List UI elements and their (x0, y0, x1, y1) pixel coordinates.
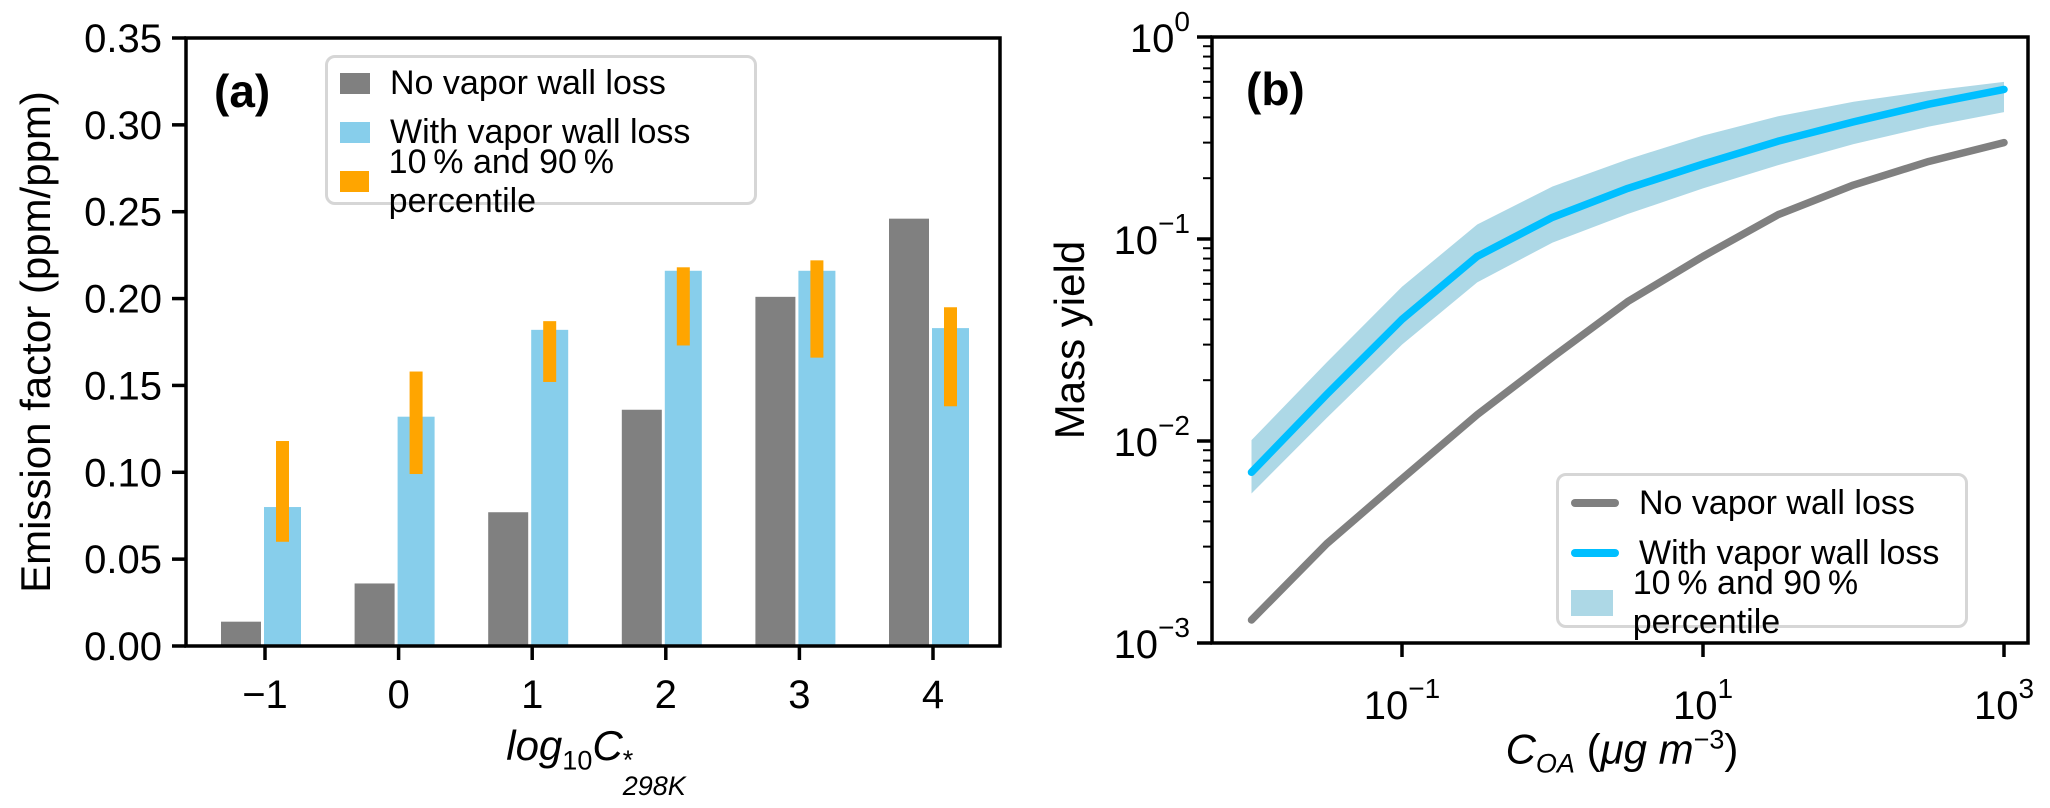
x-axis-tick-label: 103 (1974, 673, 2034, 728)
bar-with-vapor-wall-loss (531, 329, 569, 646)
xlabel-b-unit: μg m (1600, 725, 1694, 773)
y-axis-tick-label: 0.20 (84, 278, 162, 322)
legend-item-percentile: 10 % and 90 % percentile (1559, 564, 1965, 641)
bar-no-vapor-wall-loss (488, 512, 529, 646)
x-axis-tick-label: 0 (387, 673, 409, 717)
panel-a-y-axis-label: Emission factor (ppm/ppm) (12, 91, 59, 593)
gray-line-swatch (1571, 499, 1619, 507)
xlabel-b-close: ) (1724, 725, 1739, 773)
xlabel-a-variable: C (592, 721, 623, 769)
y-axis-tick-label: 10−2 (1114, 410, 1190, 465)
y-axis-tick-label: 0.05 (84, 538, 162, 582)
panel-b-plot-box (1210, 35, 2030, 645)
xlabel-b-variable: C (1505, 725, 1536, 773)
panel-b-x-axis-label: COA (μg m−3) (1506, 724, 1739, 779)
percentile-error-bar (409, 371, 423, 475)
legend-item-label: With vapor wall loss (1639, 533, 1940, 572)
legend-item-label: With vapor wall loss (390, 113, 691, 151)
bar-no-vapor-wall-loss (354, 583, 395, 646)
legend-item-percentile: 10 % and 90 % percentile (328, 143, 754, 220)
lightblue-band-swatch (1571, 590, 1613, 616)
percentile-error-bar (276, 441, 289, 542)
y-axis-tick-label: 10−1 (1114, 208, 1190, 263)
x-axis-tick-label: 2 (655, 673, 677, 717)
xlabel-a-sub: 298K (622, 770, 686, 801)
legend-item-label: 10 % and 90 % percentile (388, 142, 615, 220)
panel-a-x-axis-label: log10C * 298K (506, 721, 686, 799)
panel-b-tag: (b) (1246, 63, 1305, 115)
legend-panel-a: No vapor wall loss With vapor wall loss … (325, 55, 757, 220)
x-axis-tick-label: 4 (922, 673, 944, 717)
x-axis-tick-label: 3 (788, 673, 810, 717)
legend-panel-b: No vapor wall loss With vapor wall loss … (1556, 473, 1968, 641)
y-axis-tick-label: 10−3 (1114, 612, 1190, 667)
percentile-error-bar (810, 260, 824, 358)
y-axis-tick-label: 0.25 (84, 191, 162, 235)
legend-item-with-vapor-wall-loss: With vapor wall loss (328, 108, 754, 157)
xlabel-b-exp: −3 (1693, 724, 1725, 755)
legend-item-with-vapor-wall-loss: With vapor wall loss (1559, 528, 1965, 578)
bar-no-vapor-wall-loss (221, 621, 261, 646)
legend-item-no-vapor-wall-loss: No vapor wall loss (328, 59, 754, 108)
xlabel-a-func: log (506, 721, 563, 769)
y-axis-tick-label: 0.30 (84, 104, 162, 148)
legend-item-no-vapor-wall-loss: No vapor wall loss (1559, 478, 1965, 528)
skyblue-bar-swatch (340, 122, 370, 143)
bar-no-vapor-wall-loss (755, 296, 796, 646)
percentile-band (1251, 81, 2004, 494)
no-vapor-wall-loss-curve (1247, 138, 2008, 624)
xlabel-b-sub: OA (1535, 748, 1575, 779)
xlabel-b-open: ( (1574, 725, 1601, 773)
panel-a-tag: (a) (214, 65, 271, 117)
cyan-line-swatch (1571, 549, 1619, 557)
x-axis-tick-label: 10−1 (1364, 673, 1440, 728)
panel-b-y-axis-label: Mass yield (1046, 240, 1093, 440)
percentile-error-bar (676, 267, 690, 346)
x-axis-tick-label: −1 (242, 673, 288, 717)
y-axis-tick-label: 0.35 (84, 17, 162, 61)
x-axis-tick-label: 101 (1673, 673, 1733, 728)
y-axis-tick-label: 0.00 (84, 625, 162, 669)
xlabel-a-base: 10 (562, 745, 593, 776)
bar-no-vapor-wall-loss (621, 409, 662, 646)
xlabel-a-sup: * (622, 744, 634, 775)
gray-bar-swatch (340, 73, 370, 94)
y-axis-tick-label: 0.10 (84, 451, 162, 495)
bar-no-vapor-wall-loss (889, 218, 929, 647)
percentile-error-bar (944, 307, 957, 407)
y-axis-tick-label: 0.15 (84, 364, 162, 408)
y-axis-tick-label: 100 (1130, 6, 1190, 61)
xlabel-a-subsup: * 298K (622, 744, 686, 801)
legend-item-label: No vapor wall loss (1639, 483, 1915, 522)
percentile-error-bar (543, 321, 557, 382)
panel-a-plot-box (184, 36, 1002, 648)
legend-item-label: 10 % and 90 % percentile (1632, 564, 1859, 641)
legend-item-label: No vapor wall loss (390, 64, 666, 102)
orange-errorbar-swatch (340, 171, 369, 192)
with-vapor-wall-loss-curve (1247, 85, 2008, 477)
x-axis-tick-label: 1 (521, 673, 543, 717)
